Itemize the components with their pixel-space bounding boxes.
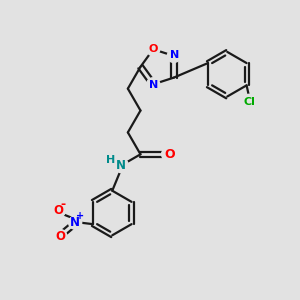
Text: O: O xyxy=(148,44,158,54)
Text: -: - xyxy=(61,198,66,211)
Text: O: O xyxy=(164,148,175,161)
Circle shape xyxy=(147,43,160,56)
Text: Cl: Cl xyxy=(244,97,256,107)
Circle shape xyxy=(162,148,175,161)
Text: N: N xyxy=(116,159,126,172)
Circle shape xyxy=(242,94,257,109)
Text: O: O xyxy=(55,230,65,242)
Text: H: H xyxy=(106,155,116,165)
Circle shape xyxy=(167,50,180,62)
Text: O: O xyxy=(54,204,64,217)
Circle shape xyxy=(69,216,82,229)
Circle shape xyxy=(52,204,65,217)
Circle shape xyxy=(114,158,128,172)
Text: N: N xyxy=(170,50,179,60)
Text: N: N xyxy=(70,216,80,229)
Text: N: N xyxy=(148,80,158,90)
Circle shape xyxy=(147,78,160,91)
Circle shape xyxy=(54,230,67,243)
Text: +: + xyxy=(76,211,84,221)
